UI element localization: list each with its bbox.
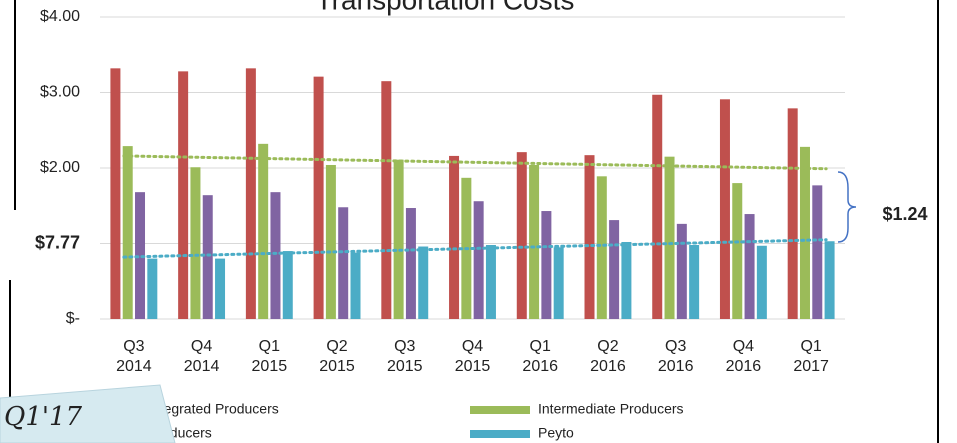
- legend-label: Intermediate Producers: [538, 401, 684, 417]
- x-tick-label: Q3 2016: [658, 338, 694, 375]
- bar: [516, 152, 527, 319]
- bar: [325, 164, 336, 319]
- sticky-note: [0, 384, 176, 443]
- bar: [338, 207, 349, 319]
- x-tick-line: Q3: [665, 338, 686, 355]
- x-tick-line: 2014: [184, 358, 220, 375]
- bar: [529, 164, 540, 319]
- legend-label: Integrated Producers: [148, 401, 279, 417]
- x-tick-line: 2016: [590, 358, 626, 375]
- bar: [393, 159, 404, 319]
- x-tick-line: Q4: [191, 338, 212, 355]
- legend-label: Peyto: [538, 425, 574, 441]
- x-tick-line: Q3: [394, 338, 415, 355]
- bar: [756, 245, 767, 319]
- bar: [350, 252, 361, 319]
- bar: [215, 258, 226, 319]
- bar: [135, 192, 146, 319]
- bar: [676, 223, 687, 319]
- y-tick-label: $3.00: [40, 84, 80, 101]
- x-tick-label: Q4 2014: [184, 338, 220, 375]
- x-tick-line: Q4: [462, 338, 483, 355]
- bar: [787, 108, 798, 319]
- x-tick-line: 2015: [252, 358, 288, 375]
- y-tick-label: $4.00: [40, 8, 80, 25]
- x-tick-line: 2015: [319, 358, 355, 375]
- y-tick-label: $-: [66, 310, 80, 327]
- bar: [381, 81, 392, 319]
- bar: [799, 146, 810, 319]
- x-tick-label: Q4 2015: [455, 338, 491, 375]
- x-tick-line: 2016: [522, 358, 558, 375]
- bar: [190, 167, 201, 319]
- x-tick-line: 2014: [116, 358, 152, 375]
- x-tick-label: Q4 2016: [726, 338, 762, 375]
- bar: [652, 94, 663, 319]
- bar: [110, 68, 121, 319]
- bar: [245, 68, 256, 319]
- y-tick-label: $7.77: [35, 232, 80, 252]
- legend-swatch: [470, 430, 530, 438]
- y-tick-label: $2.00: [40, 159, 80, 176]
- bar: [405, 208, 416, 319]
- x-tick-line: Q1: [259, 338, 280, 355]
- bar: [202, 195, 213, 319]
- bar: [147, 258, 158, 319]
- x-tick-label: Q1 2015: [252, 338, 288, 375]
- trendline: [122, 154, 828, 171]
- trendline: [122, 238, 828, 259]
- bar: [449, 155, 460, 319]
- x-tick-line: 2016: [658, 358, 694, 375]
- chart-title: Transportation Costs: [316, 0, 575, 15]
- bar: [584, 155, 595, 319]
- x-tick-line: 2015: [387, 358, 423, 375]
- x-tick-line: Q2: [597, 338, 618, 355]
- bar: [609, 220, 620, 319]
- bar: [270, 192, 281, 319]
- bar: [719, 99, 730, 319]
- bar: [732, 183, 743, 319]
- x-tick-label: Q1 2016: [522, 338, 558, 375]
- brace: [837, 171, 857, 243]
- bar: [664, 156, 675, 319]
- x-tick-line: Q4: [733, 338, 754, 355]
- bar: [621, 241, 632, 319]
- bar: [418, 246, 429, 319]
- x-tick-line: 2016: [726, 358, 762, 375]
- bar: [122, 146, 133, 319]
- x-tick-line: 2015: [455, 358, 491, 375]
- x-tick-label: Q2 2015: [319, 338, 355, 375]
- bar: [541, 211, 552, 319]
- annotation: $1.24: [882, 204, 927, 224]
- x-tick-label: Q3 2015: [387, 338, 423, 375]
- x-tick-line: Q1: [800, 338, 821, 355]
- bar: [178, 71, 189, 319]
- x-tick-label: Q3 2014: [116, 338, 152, 375]
- x-tick-label: Q1 2017: [793, 338, 829, 375]
- bar: [824, 241, 835, 319]
- x-tick-line: 2017: [793, 358, 829, 375]
- x-tick-line: Q3: [123, 338, 144, 355]
- bar: [313, 76, 324, 320]
- bar: [812, 185, 823, 319]
- x-tick-label: Q2 2016: [590, 338, 626, 375]
- bar: [596, 176, 607, 319]
- bar: [282, 251, 293, 319]
- bar: [744, 214, 755, 319]
- bar: [553, 247, 564, 319]
- bar: [473, 201, 484, 319]
- bar: [485, 245, 496, 319]
- x-tick-line: Q1: [530, 338, 551, 355]
- bar: [689, 245, 700, 319]
- note: Q1'17: [4, 402, 83, 432]
- x-tick-line: Q2: [326, 338, 347, 355]
- legend-swatch: [470, 406, 530, 414]
- bar: [258, 143, 269, 319]
